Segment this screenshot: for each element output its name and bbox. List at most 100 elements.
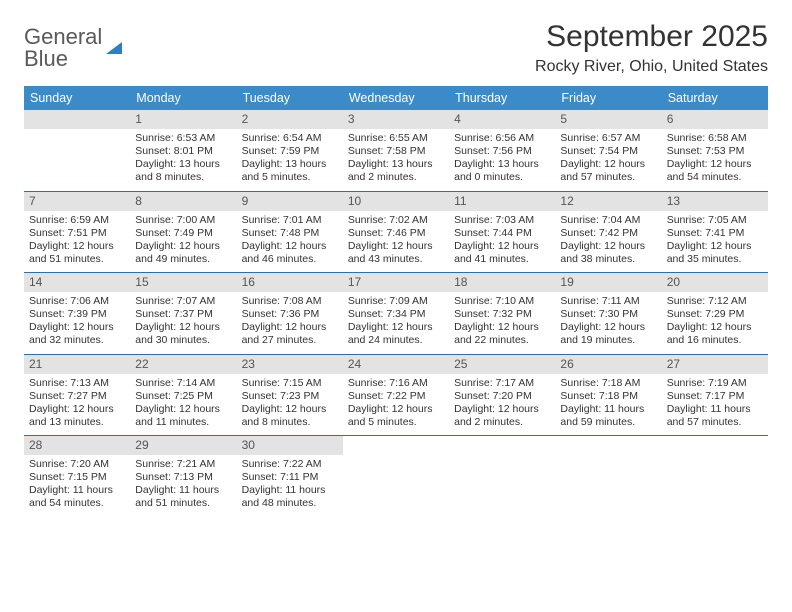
day-number: 19 [555, 273, 661, 292]
cell-line: Sunrise: 7:22 AM [242, 458, 338, 471]
cell-line: Sunrise: 7:20 AM [29, 458, 125, 471]
brand-name-bottom: Blue [24, 48, 102, 70]
day-number: 16 [237, 273, 343, 292]
cell-line: Sunrise: 7:18 AM [560, 377, 656, 390]
day-number: 11 [449, 192, 555, 211]
cell-line: Sunrise: 7:19 AM [667, 377, 763, 390]
day-number: 12 [555, 192, 661, 211]
cell-line: Daylight: 11 hours and 48 minutes. [242, 484, 338, 510]
cell-line: Sunset: 7:23 PM [242, 390, 338, 403]
cell-body: Sunrise: 7:16 AMSunset: 7:22 PMDaylight:… [343, 374, 449, 436]
cell-line: Daylight: 13 hours and 8 minutes. [135, 158, 231, 184]
cell-line: Daylight: 12 hours and 35 minutes. [667, 240, 763, 266]
cell-line: Sunrise: 6:54 AM [242, 132, 338, 145]
cell-line: Daylight: 12 hours and 16 minutes. [667, 321, 763, 347]
cell-line: Sunset: 7:44 PM [454, 227, 550, 240]
cell-line: Daylight: 12 hours and 11 minutes. [135, 403, 231, 429]
cell-body: Sunrise: 7:12 AMSunset: 7:29 PMDaylight:… [662, 292, 768, 354]
cell-line: Daylight: 12 hours and 32 minutes. [29, 321, 125, 347]
day-number: 6 [662, 110, 768, 129]
cell-line: Sunset: 7:51 PM [29, 227, 125, 240]
calendar-cell: 3Sunrise: 6:55 AMSunset: 7:58 PMDaylight… [343, 110, 449, 191]
cell-body [662, 455, 768, 464]
cell-line: Daylight: 13 hours and 0 minutes. [454, 158, 550, 184]
cell-line: Daylight: 11 hours and 59 minutes. [560, 403, 656, 429]
cell-body: Sunrise: 6:56 AMSunset: 7:56 PMDaylight:… [449, 129, 555, 191]
cell-line: Daylight: 11 hours and 51 minutes. [135, 484, 231, 510]
day-number [343, 436, 449, 455]
weeks-container: 1Sunrise: 6:53 AMSunset: 8:01 PMDaylight… [24, 110, 768, 517]
day-header: Friday [555, 86, 661, 110]
cell-line: Daylight: 12 hours and 41 minutes. [454, 240, 550, 266]
cell-body: Sunrise: 6:59 AMSunset: 7:51 PMDaylight:… [24, 211, 130, 273]
cell-body: Sunrise: 7:03 AMSunset: 7:44 PMDaylight:… [449, 211, 555, 273]
week-row: 21Sunrise: 7:13 AMSunset: 7:27 PMDayligh… [24, 355, 768, 437]
calendar-cell: 5Sunrise: 6:57 AMSunset: 7:54 PMDaylight… [555, 110, 661, 191]
cell-body: Sunrise: 7:18 AMSunset: 7:18 PMDaylight:… [555, 374, 661, 436]
cell-body: Sunrise: 7:07 AMSunset: 7:37 PMDaylight:… [130, 292, 236, 354]
cell-line: Daylight: 13 hours and 2 minutes. [348, 158, 444, 184]
calendar-cell: 8Sunrise: 7:00 AMSunset: 7:49 PMDaylight… [130, 192, 236, 273]
brand-logo: General Blue [24, 20, 124, 70]
cell-line: Sunset: 7:41 PM [667, 227, 763, 240]
calendar-cell: 15Sunrise: 7:07 AMSunset: 7:37 PMDayligh… [130, 273, 236, 354]
week-row: 1Sunrise: 6:53 AMSunset: 8:01 PMDaylight… [24, 110, 768, 192]
cell-line: Sunset: 7:13 PM [135, 471, 231, 484]
cell-line: Sunset: 7:29 PM [667, 308, 763, 321]
cell-body: Sunrise: 6:53 AMSunset: 8:01 PMDaylight:… [130, 129, 236, 191]
cell-line: Sunrise: 7:12 AM [667, 295, 763, 308]
cell-line: Sunset: 7:53 PM [667, 145, 763, 158]
brand-sail-icon [104, 41, 124, 55]
cell-line: Sunrise: 7:15 AM [242, 377, 338, 390]
calendar-cell: 14Sunrise: 7:06 AMSunset: 7:39 PMDayligh… [24, 273, 130, 354]
cell-body [555, 455, 661, 464]
calendar-cell: 1Sunrise: 6:53 AMSunset: 8:01 PMDaylight… [130, 110, 236, 191]
calendar-cell [449, 436, 555, 517]
brand-name-top: General [24, 26, 102, 48]
day-number: 18 [449, 273, 555, 292]
cell-line: Sunset: 8:01 PM [135, 145, 231, 158]
cell-body: Sunrise: 7:17 AMSunset: 7:20 PMDaylight:… [449, 374, 555, 436]
cell-line: Sunrise: 7:10 AM [454, 295, 550, 308]
cell-body [24, 129, 130, 138]
cell-body: Sunrise: 7:09 AMSunset: 7:34 PMDaylight:… [343, 292, 449, 354]
cell-line: Daylight: 12 hours and 46 minutes. [242, 240, 338, 266]
cell-line: Daylight: 12 hours and 43 minutes. [348, 240, 444, 266]
day-header: Thursday [449, 86, 555, 110]
day-number: 4 [449, 110, 555, 129]
cell-body [449, 455, 555, 464]
day-number: 15 [130, 273, 236, 292]
day-header: Monday [130, 86, 236, 110]
calendar-grid: SundayMondayTuesdayWednesdayThursdayFrid… [24, 86, 768, 517]
cell-line: Sunset: 7:32 PM [454, 308, 550, 321]
cell-body: Sunrise: 7:15 AMSunset: 7:23 PMDaylight:… [237, 374, 343, 436]
cell-body: Sunrise: 6:55 AMSunset: 7:58 PMDaylight:… [343, 129, 449, 191]
day-header: Saturday [662, 86, 768, 110]
cell-body [343, 455, 449, 464]
day-headers-row: SundayMondayTuesdayWednesdayThursdayFrid… [24, 86, 768, 110]
calendar-cell: 13Sunrise: 7:05 AMSunset: 7:41 PMDayligh… [662, 192, 768, 273]
day-number: 26 [555, 355, 661, 374]
cell-line: Daylight: 13 hours and 5 minutes. [242, 158, 338, 184]
cell-line: Sunset: 7:27 PM [29, 390, 125, 403]
cell-line: Sunrise: 7:17 AM [454, 377, 550, 390]
cell-line: Daylight: 12 hours and 49 minutes. [135, 240, 231, 266]
cell-body: Sunrise: 7:14 AMSunset: 7:25 PMDaylight:… [130, 374, 236, 436]
week-row: 7Sunrise: 6:59 AMSunset: 7:51 PMDaylight… [24, 192, 768, 274]
cell-line: Sunrise: 7:04 AM [560, 214, 656, 227]
cell-line: Sunset: 7:56 PM [454, 145, 550, 158]
page-header: General Blue September 2025 Rocky River,… [24, 20, 768, 76]
cell-line: Sunset: 7:59 PM [242, 145, 338, 158]
day-number [662, 436, 768, 455]
day-number: 29 [130, 436, 236, 455]
cell-line: Sunset: 7:39 PM [29, 308, 125, 321]
brand-text: General Blue [24, 26, 102, 70]
cell-line: Sunrise: 7:06 AM [29, 295, 125, 308]
calendar-cell: 10Sunrise: 7:02 AMSunset: 7:46 PMDayligh… [343, 192, 449, 273]
calendar-cell: 29Sunrise: 7:21 AMSunset: 7:13 PMDayligh… [130, 436, 236, 517]
calendar-page: General Blue September 2025 Rocky River,… [0, 0, 792, 537]
cell-line: Sunset: 7:11 PM [242, 471, 338, 484]
calendar-cell [555, 436, 661, 517]
cell-line: Sunset: 7:25 PM [135, 390, 231, 403]
week-row: 28Sunrise: 7:20 AMSunset: 7:15 PMDayligh… [24, 436, 768, 517]
